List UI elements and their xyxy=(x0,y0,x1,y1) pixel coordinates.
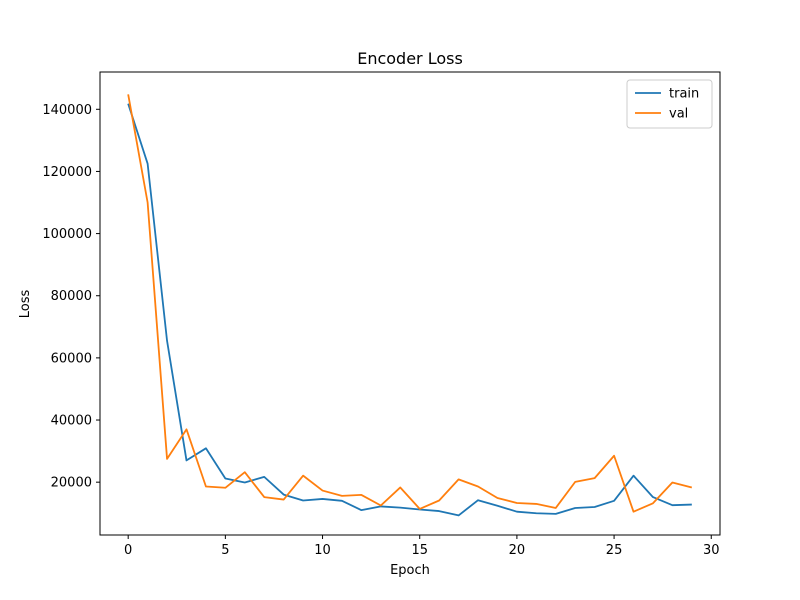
x-axis-label: Epoch xyxy=(390,563,430,578)
series-line-val xyxy=(127,94,693,513)
x-tick-label: 10 xyxy=(314,543,331,558)
y-tick-label: 60000 xyxy=(51,351,92,366)
y-axis: 20000 40000 60000 80000 100000 120000 140000 xyxy=(42,103,100,491)
plot-frame xyxy=(99,71,721,536)
y-tick-label: 140000 xyxy=(42,103,92,118)
y-axis-label: Loss xyxy=(18,290,33,319)
legend: train val xyxy=(626,79,713,129)
x-tick-label: 30 xyxy=(703,543,720,558)
x-tick-label: 20 xyxy=(509,543,526,558)
y-tick-label: 40000 xyxy=(51,414,92,429)
legend-box xyxy=(626,79,713,129)
x-tick-label: 0 xyxy=(124,543,132,558)
y-tick-label: 80000 xyxy=(51,289,92,304)
plot-area xyxy=(99,71,721,536)
x-tick-label: 15 xyxy=(411,543,428,558)
x-tick-label: 25 xyxy=(606,543,623,558)
legend-label-train: train xyxy=(669,87,699,102)
x-axis: 0 5 10 15 20 25 30 xyxy=(124,535,720,558)
y-tick-label: 20000 xyxy=(51,476,92,491)
y-tick-label: 100000 xyxy=(42,227,92,242)
y-tick-label: 120000 xyxy=(42,165,92,180)
legend-label-val: val xyxy=(669,107,688,122)
x-tick-label: 5 xyxy=(221,543,229,558)
series-line-train xyxy=(127,103,692,517)
chart-title: Encoder Loss xyxy=(357,49,463,68)
